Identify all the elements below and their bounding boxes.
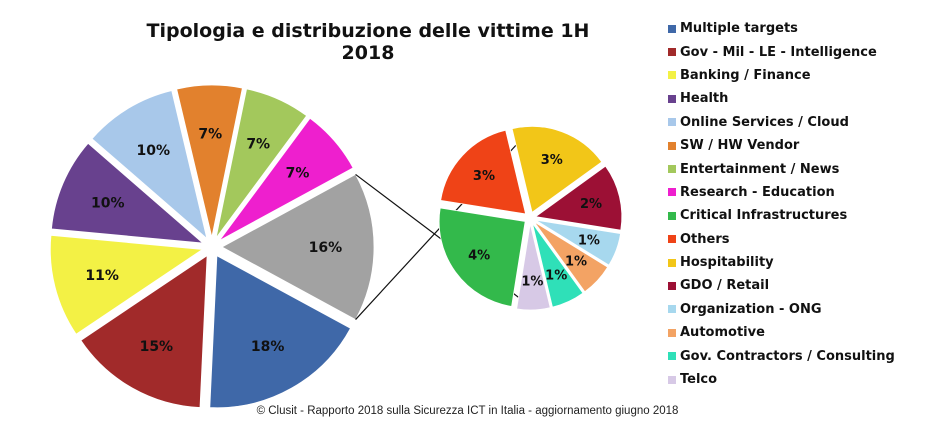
copyright-footer: © Clusit - Rapporto 2018 sulla Sicurezza… — [256, 405, 679, 417]
legend-swatch — [668, 352, 676, 361]
main-slice-gov-mil-le-intelligence — [80, 254, 208, 408]
legend-item: Banking / Finance — [668, 64, 930, 87]
detail-slice-telco — [516, 223, 551, 311]
main-slice-label: 15% — [140, 339, 174, 355]
main-slice-entertainment-news — [215, 88, 308, 239]
legend-swatch — [668, 165, 676, 174]
detail-slice-critical-infrastructures — [438, 207, 526, 307]
legend: Multiple targets Gov - Mil - LE - Intelli… — [668, 17, 930, 391]
legend-label: Research - Education — [680, 184, 835, 200]
legend-swatch — [668, 328, 676, 337]
detail-pie: 4%3%3%2%1%1%1%1% — [438, 125, 623, 311]
legend-label: Multiple targets — [680, 21, 798, 37]
legend-swatch — [668, 141, 676, 150]
chart-title: Tipologia e distribuzione delle vittime … — [146, 20, 590, 64]
main-slice-health — [51, 142, 205, 244]
legend-item: Research - Education — [668, 181, 930, 204]
legend-swatch — [668, 48, 676, 57]
main-slice-online-services-cloud — [91, 90, 208, 240]
main-pie: 18% 15% 11% 10% 10% 7% 7% 7% 16% — [49, 84, 375, 409]
main-slice-label: 7% — [246, 137, 270, 153]
detail-slice-label: 1% — [521, 274, 543, 289]
legend-label: Telco — [680, 372, 718, 388]
legend-swatch — [668, 281, 676, 290]
legend-swatch — [668, 235, 676, 244]
legend-label: GDO / Retail — [680, 278, 770, 294]
legend-label: Organization - ONG — [680, 301, 822, 317]
legend-label: Others — [680, 231, 730, 247]
legend-item: GDO / Retail — [668, 274, 930, 297]
detail-slice-label: 1% — [578, 233, 600, 248]
legend-swatch — [668, 94, 676, 103]
legend-item: Gov. Contractors / Consulting — [668, 344, 930, 367]
legend-item: Gov - Mil - LE - Intelligence — [668, 40, 930, 63]
detail-slice-label: 3% — [473, 169, 495, 184]
detail-slice-label: 2% — [580, 197, 602, 212]
legend-label: Hospitability — [680, 255, 774, 271]
legend-label: Entertainment / News — [680, 161, 840, 177]
legend-label: Gov - Mil - LE - Intelligence — [680, 44, 877, 60]
main-slice-label: 16% — [309, 240, 343, 256]
legend-swatch — [668, 118, 676, 127]
legend-swatch — [668, 188, 676, 197]
legend-item: Health — [668, 87, 930, 110]
main-slice-banking-finance — [49, 234, 204, 335]
legend-item: Entertainment / News — [668, 157, 930, 180]
detail-slice-gov-contractors-consulting — [532, 223, 584, 308]
main-slice-research-education — [219, 117, 354, 241]
detail-slice-organization-ong — [535, 219, 622, 266]
legend-label: SW / HW Vendor — [680, 138, 800, 154]
legend-item: Critical Infrastructures — [668, 204, 930, 227]
detail-slice-label: 4% — [468, 249, 490, 264]
legend-swatch — [668, 24, 676, 33]
detail-slice-hospitability — [511, 125, 603, 214]
detail-slice-label: 3% — [541, 153, 563, 168]
legend-item: Online Services / Cloud — [668, 111, 930, 134]
main-slice-other-aggregated — [221, 173, 375, 321]
legend-swatch — [668, 305, 676, 314]
detail-slice-others — [440, 129, 527, 215]
detail-slice-automotive — [534, 221, 609, 293]
legend-item: Organization - ONG — [668, 298, 930, 321]
legend-label: Banking / Finance — [680, 67, 811, 83]
legend-item: Others — [668, 228, 930, 251]
main-slice-label: 10% — [91, 195, 125, 211]
main-slice-multiple-targets — [209, 255, 352, 409]
legend-item: Multiple targets — [668, 17, 930, 40]
legend-item: Automotive — [668, 321, 930, 344]
main-slice-label: 7% — [286, 166, 310, 182]
legend-label: Health — [680, 91, 729, 107]
legend-label: Online Services / Cloud — [680, 114, 849, 130]
legend-label: Critical Infrastructures — [680, 208, 848, 224]
main-slice-label: 11% — [85, 268, 119, 284]
legend-swatch — [668, 71, 676, 80]
main-slice-label: 10% — [137, 143, 171, 159]
legend-item: Telco — [668, 368, 930, 391]
main-slice-sw-hw-vendor — [176, 84, 243, 238]
legend-label: Automotive — [680, 325, 765, 341]
main-slice-label: 18% — [251, 339, 285, 355]
detail-slice-label: 1% — [565, 254, 587, 269]
legend-swatch — [668, 258, 676, 267]
legend-label: Gov. Contractors / Consulting — [680, 348, 895, 364]
legend-swatch — [668, 211, 676, 220]
detail-slice-label: 1% — [545, 269, 567, 284]
main-slice-label: 7% — [198, 127, 222, 143]
detail-slice-gdo-retail — [534, 165, 623, 231]
legend-swatch — [668, 375, 676, 384]
legend-item: Hospitability — [668, 251, 930, 274]
legend-item: SW / HW Vendor — [668, 134, 930, 157]
